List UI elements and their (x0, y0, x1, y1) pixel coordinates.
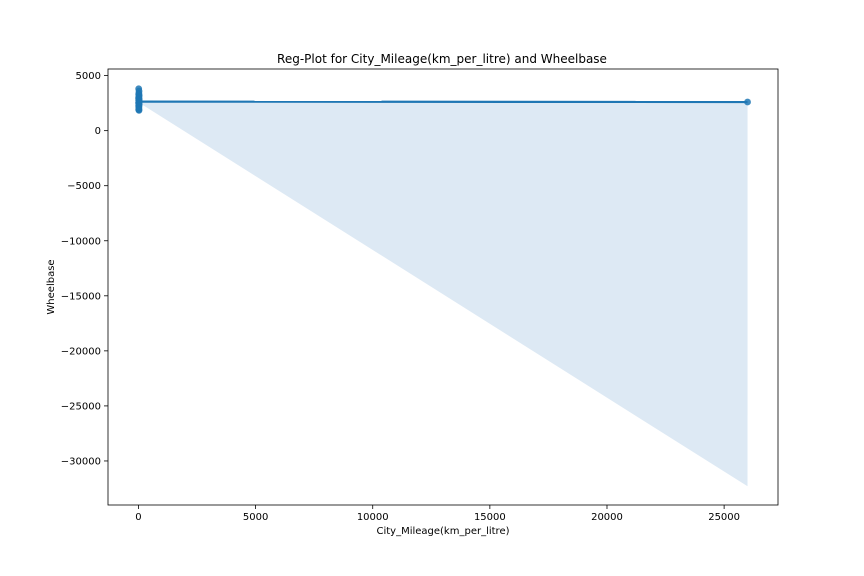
x-tick-label: 0 (135, 512, 141, 523)
y-tick-label: −10000 (61, 236, 101, 247)
plot-frame (107, 68, 779, 506)
x-tick-label: 15000 (474, 512, 506, 523)
x-tick-label: 10000 (357, 512, 389, 523)
y-tick-label: −25000 (61, 401, 101, 412)
x-tick-label: 25000 (708, 512, 740, 523)
y-axis-title: Wheelbase (46, 259, 57, 314)
chart-title: Reg-Plot for City_Mileage(km_per_litre) … (277, 52, 607, 66)
plot-area (135, 85, 751, 487)
x-axis: 0 5000 10000 15000 20000 25000 (135, 505, 740, 523)
y-tick-label: −30000 (61, 456, 101, 467)
y-tick-label: 5000 (76, 71, 101, 82)
confidence-band (138, 100, 748, 487)
x-tick-label: 20000 (591, 512, 623, 523)
y-axis: 5000 0 −5000 −10000 −15000 −20000 −25000 −30000 (61, 71, 108, 467)
y-tick-label: −20000 (61, 346, 101, 357)
data-point (744, 98, 751, 106)
data-point (135, 106, 143, 114)
y-tick-label: 0 (95, 126, 101, 137)
x-tick-label: 5000 (243, 512, 268, 523)
x-axis-title: City_Mileage(km_per_litre) (376, 526, 509, 537)
y-tick-label: −5000 (67, 181, 101, 192)
y-tick-label: −15000 (61, 291, 101, 302)
